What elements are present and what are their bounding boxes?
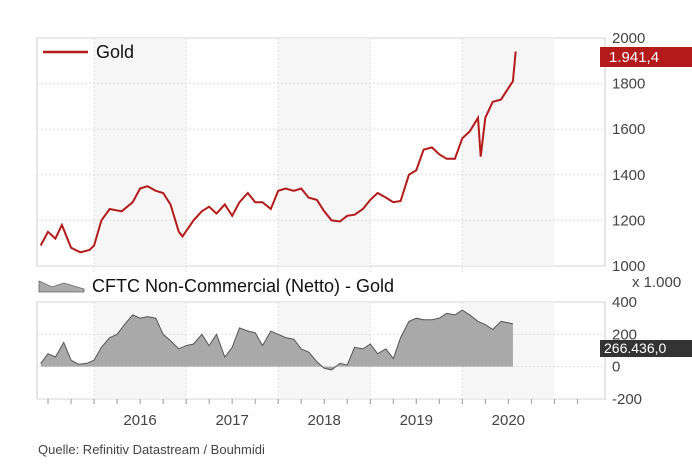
y-tick-label: 1000 [612,258,645,275]
y-tick-label: 1200 [612,212,645,229]
y-tick-label: -200 [612,391,642,408]
cftc-last-value-box [600,340,692,357]
cftc-legend-label: CFTC Non-Commercial (Netto) - Gold [92,276,394,296]
y-tick-label: 200 [612,326,637,343]
gold-last-value: 1.941,4 [609,49,659,66]
year-band [462,38,555,266]
x-tick-label: 2018 [308,412,341,429]
x-tick-label: 2019 [400,412,433,429]
y-tick-label: 1600 [612,121,645,138]
x-tick-label: 2017 [215,412,248,429]
cftc-last-value: 266.436,0 [604,340,666,356]
y-tick-label: 400 [612,294,637,311]
year-band [94,38,187,266]
x-tick-label: 2016 [123,412,156,429]
cftc-line [40,309,513,371]
x-tick-label: 2020 [492,412,525,429]
gold-line [39,51,517,254]
unit-label: x 1.000 [632,274,681,291]
y-tick-label: 0 [612,359,620,376]
source-note: Quelle: Refinitiv Datastream / Bouhmidi [38,442,265,457]
y-tick-label: 1400 [612,167,645,184]
year-band [278,38,371,266]
cftc-legend-swatch [38,280,85,293]
y-tick-label: 2000 [612,30,645,47]
y-tick-label: 1800 [612,76,645,93]
gold-legend-label: Gold [96,42,134,62]
gold-last-value-box [600,47,692,67]
